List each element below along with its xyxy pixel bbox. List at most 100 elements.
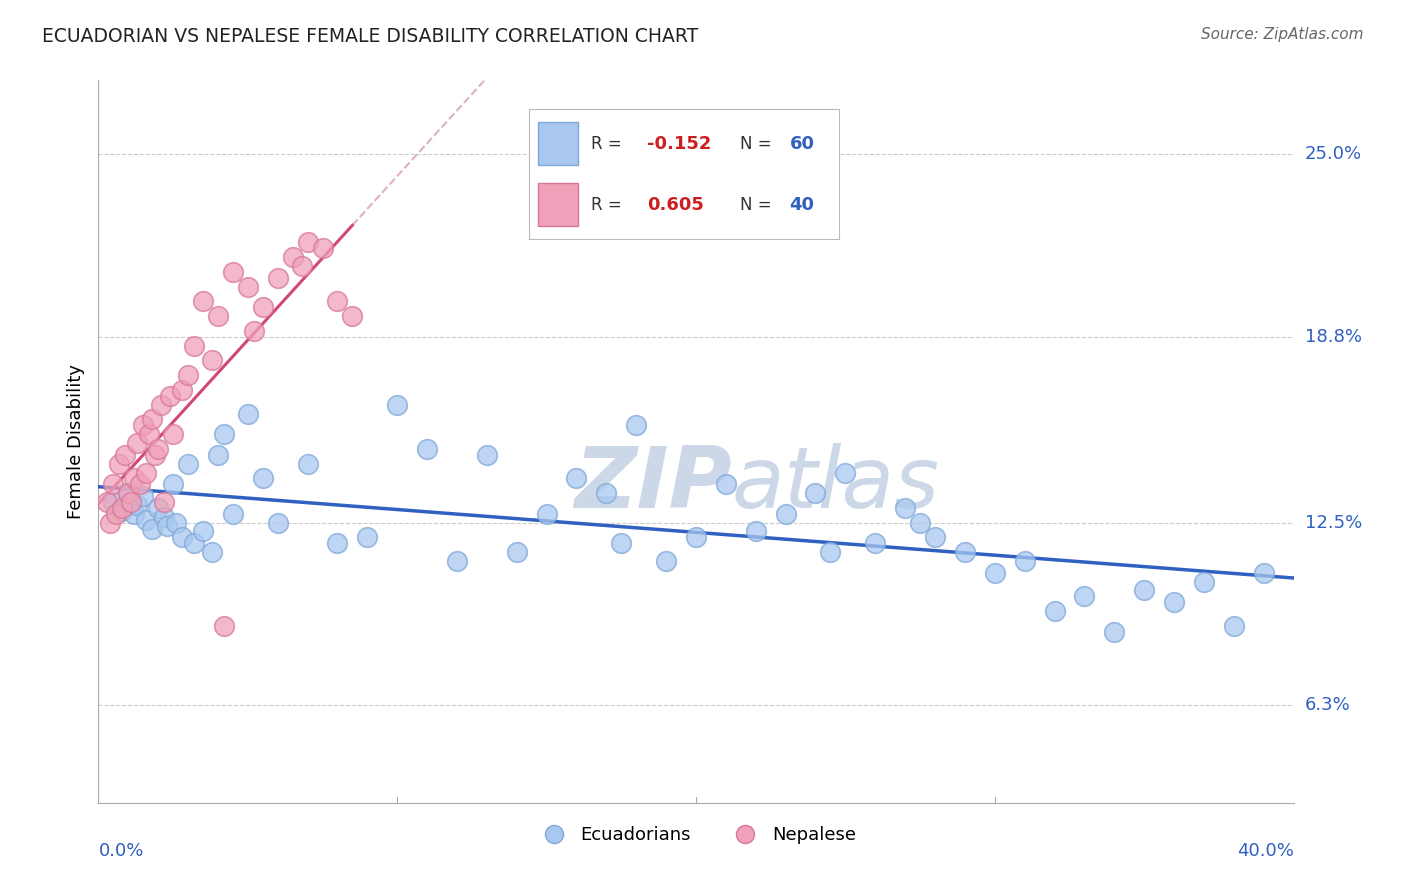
Point <box>162 427 184 442</box>
Point <box>291 259 314 273</box>
Point <box>1192 574 1215 589</box>
Point <box>984 566 1007 580</box>
Point <box>124 471 146 485</box>
Point <box>804 486 827 500</box>
Point <box>326 536 349 550</box>
Point <box>201 545 224 559</box>
Point <box>135 513 157 527</box>
Point <box>222 265 245 279</box>
Text: 25.0%: 25.0% <box>1305 145 1362 163</box>
Point <box>207 448 229 462</box>
Point <box>326 294 349 309</box>
Text: 12.5%: 12.5% <box>1305 514 1362 532</box>
Text: 40.0%: 40.0% <box>1237 842 1294 860</box>
Y-axis label: Female Disability: Female Disability <box>66 364 84 519</box>
Point <box>191 294 214 309</box>
Point <box>127 498 149 512</box>
Text: 6.3%: 6.3% <box>1305 697 1350 714</box>
Point <box>141 522 163 536</box>
Point <box>1223 619 1246 633</box>
Point <box>775 507 797 521</box>
Point <box>108 457 131 471</box>
Point <box>820 545 842 559</box>
Point <box>212 427 235 442</box>
Point <box>148 500 170 515</box>
Point <box>267 271 290 285</box>
Point <box>172 530 194 544</box>
Point <box>165 516 187 530</box>
Point <box>385 398 409 412</box>
Point <box>267 516 290 530</box>
Point <box>714 477 737 491</box>
Text: Source: ZipAtlas.com: Source: ZipAtlas.com <box>1201 27 1364 42</box>
Point <box>162 477 184 491</box>
Point <box>1133 583 1156 598</box>
Point <box>475 448 498 462</box>
Point <box>281 250 304 264</box>
Text: 0.0%: 0.0% <box>98 842 143 860</box>
Point <box>446 554 468 568</box>
Point <box>626 418 648 433</box>
Point <box>148 442 170 456</box>
Point <box>96 495 118 509</box>
Point <box>177 368 200 383</box>
Point <box>610 536 633 550</box>
Point <box>222 507 245 521</box>
Point <box>150 398 173 412</box>
Point <box>1014 554 1036 568</box>
Text: atlas: atlas <box>733 443 939 526</box>
Point <box>655 554 678 568</box>
Point <box>153 495 176 509</box>
Point <box>342 309 364 323</box>
Point <box>1043 604 1066 618</box>
Point <box>177 457 200 471</box>
Point <box>138 427 160 442</box>
Point <box>506 545 529 559</box>
Point <box>159 389 181 403</box>
Point <box>105 507 128 521</box>
Point <box>865 536 887 550</box>
Point <box>183 339 205 353</box>
Point <box>135 466 157 480</box>
Point <box>243 324 266 338</box>
Point <box>117 486 139 500</box>
Point <box>117 486 139 500</box>
Point <box>172 383 194 397</box>
Point <box>111 500 134 515</box>
Legend: Ecuadorians, Nepalese: Ecuadorians, Nepalese <box>529 819 863 852</box>
Point <box>536 507 558 521</box>
Point <box>236 407 259 421</box>
Point <box>212 619 235 633</box>
Point <box>297 235 319 250</box>
Point <box>129 477 152 491</box>
Point <box>834 466 856 480</box>
Point <box>565 471 588 485</box>
Point <box>908 516 931 530</box>
Point <box>311 241 333 255</box>
Point <box>297 457 319 471</box>
Point <box>98 516 122 530</box>
Point <box>894 500 917 515</box>
Point <box>236 279 259 293</box>
Point <box>416 442 439 456</box>
Point <box>252 301 274 315</box>
Point <box>685 530 707 544</box>
Point <box>111 504 134 518</box>
Point <box>191 524 214 539</box>
Point <box>252 471 274 485</box>
Point <box>132 418 155 433</box>
Point <box>1104 624 1126 639</box>
Point <box>114 448 136 462</box>
Point <box>132 489 155 503</box>
Point <box>356 530 378 544</box>
Point <box>103 477 125 491</box>
Point <box>124 507 146 521</box>
Point <box>207 309 229 323</box>
Point <box>953 545 976 559</box>
Point <box>595 486 617 500</box>
Point <box>156 518 179 533</box>
Point <box>745 524 768 539</box>
Point <box>127 436 149 450</box>
Point <box>120 495 142 509</box>
Text: ZIP: ZIP <box>574 443 733 526</box>
